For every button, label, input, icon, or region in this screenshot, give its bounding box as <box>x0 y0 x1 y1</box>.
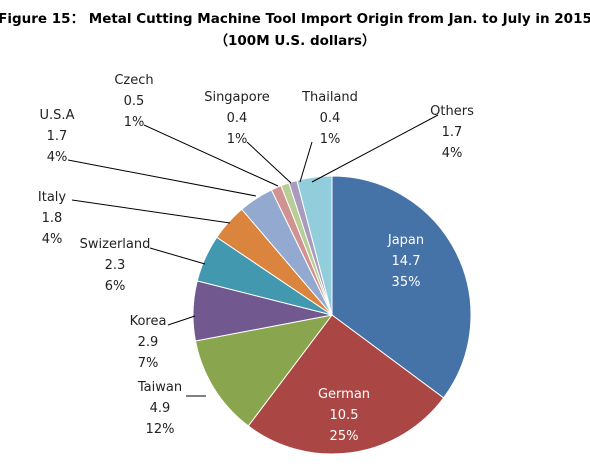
label-taiwan-name: Taiwan <box>137 380 182 395</box>
label-czech-percent: 1% <box>124 115 145 130</box>
label-japan-name: Japan <box>387 233 424 248</box>
slice-japan <box>331 175 472 399</box>
leader-singapore <box>246 141 292 184</box>
label-thailand-name: Thailand <box>301 90 358 105</box>
slice-others <box>296 175 333 316</box>
slice-labels: Japan 14.7 35% German 10.5 25% Taiwan 4.9 12% Kor… <box>38 73 474 444</box>
label-korea-value: 2.9 <box>138 335 159 350</box>
label-swizerland-value: 2.3 <box>105 258 126 273</box>
leader-italy <box>71 199 231 224</box>
pie-slices <box>192 175 472 455</box>
chart-subtitle: （100M U.S. dollars） <box>215 33 376 49</box>
label-german-value: 10.5 <box>330 408 359 423</box>
label-italy-name: Italy <box>38 190 67 205</box>
leader-lines <box>67 114 439 397</box>
label-others-percent: 4% <box>442 146 463 161</box>
label-thailand-value: 0.4 <box>320 111 341 126</box>
label-italy-percent: 4% <box>42 232 63 247</box>
leader-u-s-a <box>67 159 257 197</box>
slice-german <box>247 314 445 455</box>
label-japan-percent: 35% <box>392 275 421 290</box>
label-u-s-a-value: 1.7 <box>47 129 68 144</box>
label-korea-name: Korea <box>130 314 167 329</box>
label-u-s-a-name: U.S.A <box>40 108 75 123</box>
label-others-value: 1.7 <box>442 125 463 140</box>
leader-swizerland <box>149 247 206 265</box>
label-german-name: German <box>318 387 370 402</box>
label-taiwan-value: 4.9 <box>150 401 171 416</box>
label-others-name: Others <box>430 104 474 119</box>
slice-taiwan <box>194 314 334 427</box>
label-thailand-percent: 1% <box>320 132 341 147</box>
label-u-s-a-percent: 4% <box>47 150 68 165</box>
label-korea-percent: 7% <box>138 356 159 371</box>
label-singapore-value: 0.4 <box>227 111 248 126</box>
label-german-percent: 25% <box>330 429 359 444</box>
chart-title: Figure 15： Metal Cutting Machine Tool Im… <box>0 11 590 27</box>
leader-others <box>311 114 439 183</box>
leader-thailand <box>299 141 313 183</box>
label-swizerland-percent: 6% <box>105 279 126 294</box>
label-czech-value: 0.5 <box>124 94 145 109</box>
label-singapore-name: Singapore <box>204 90 270 105</box>
label-swizerland-name: Swizerland <box>80 237 151 252</box>
label-italy-value: 1.8 <box>42 211 63 226</box>
leader-czech <box>143 124 279 187</box>
label-singapore-percent: 1% <box>227 132 248 147</box>
leader-korea <box>167 315 196 326</box>
label-czech-name: Czech <box>114 73 153 88</box>
label-japan-value: 14.7 <box>392 254 421 269</box>
label-taiwan-percent: 12% <box>146 422 175 437</box>
